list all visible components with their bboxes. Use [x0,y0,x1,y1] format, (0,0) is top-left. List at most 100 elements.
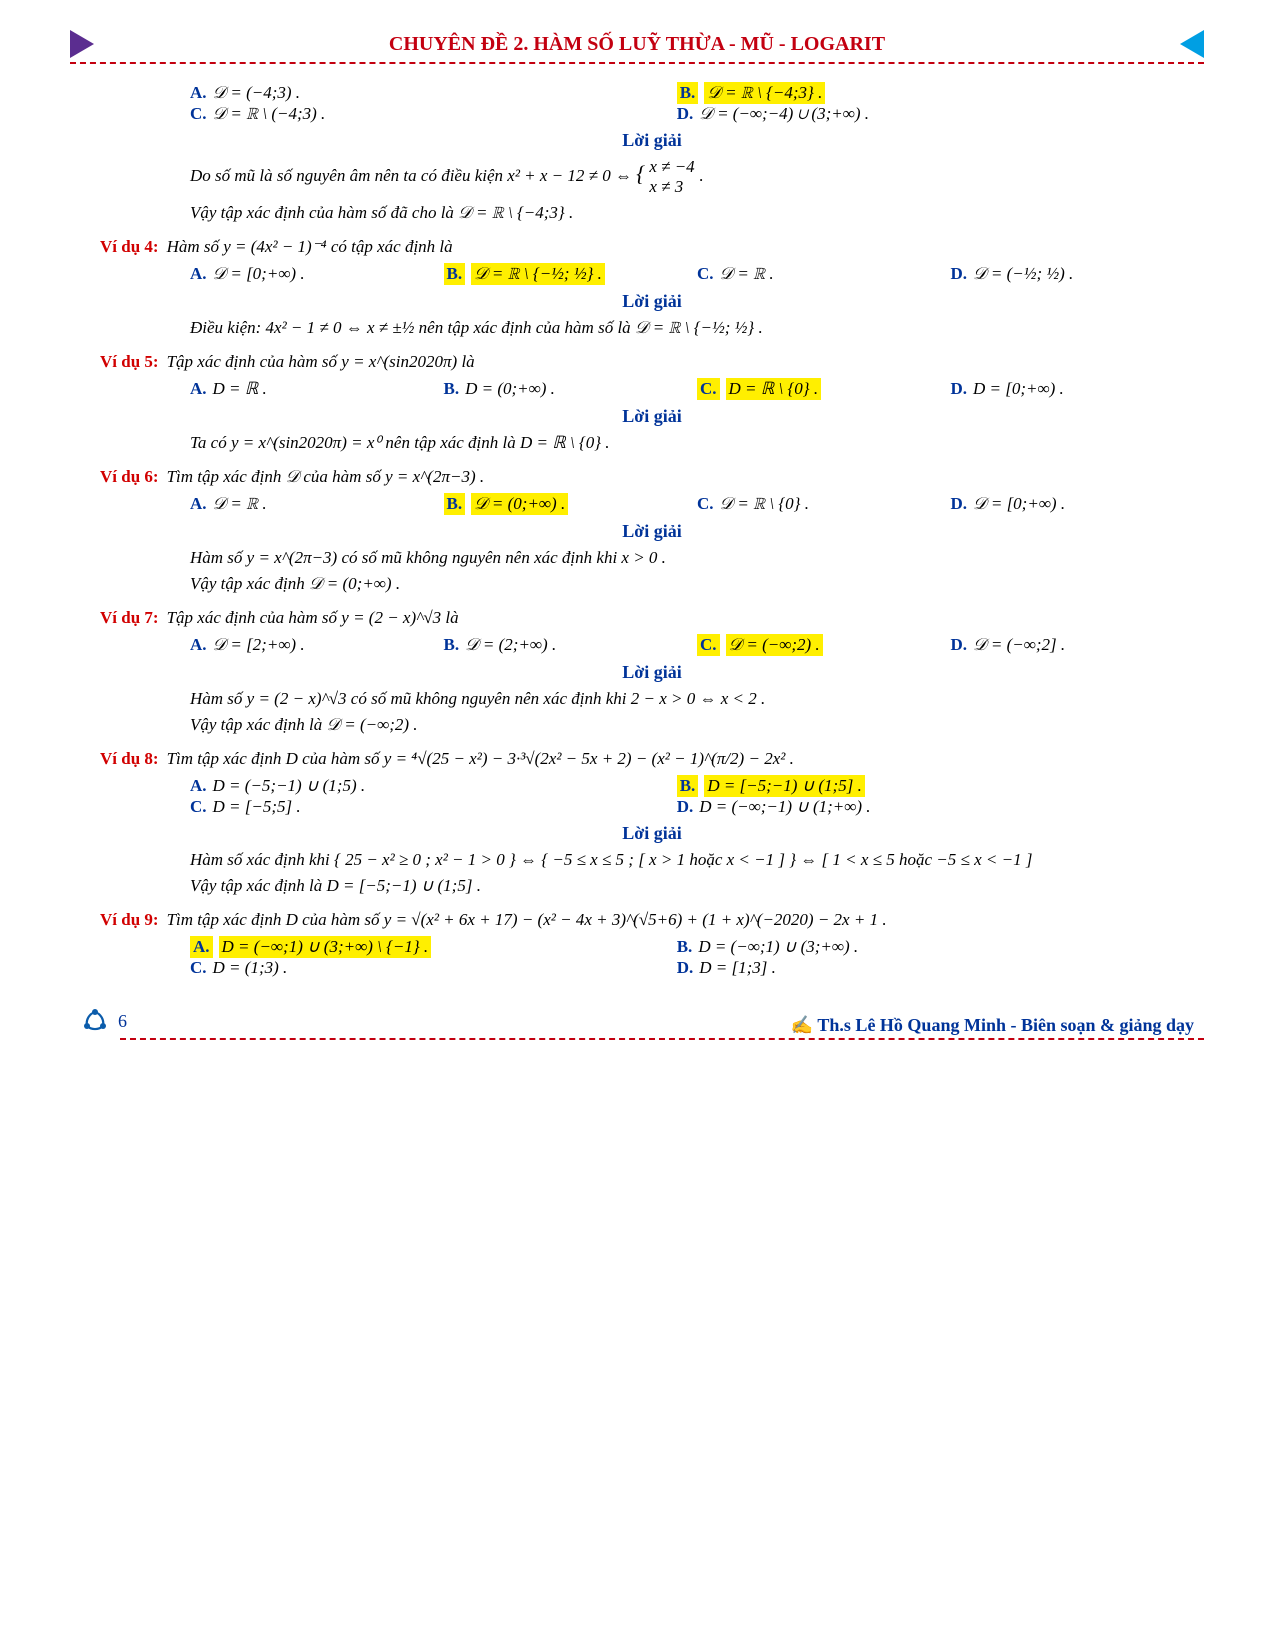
option-text: 𝒟 = (−∞;−4) ∪ (3;+∞) . [699,104,869,124]
solution-text: Do số mũ là số nguyên âm nên ta có điều … [190,166,632,185]
ex9-option-d: D. D = [1;3] . [677,958,1164,978]
ex7-row: Ví dụ 7: Tập xác định của hàm số y = (2 … [100,608,1204,628]
option-text: 𝒟 = ℝ \ {−½; ½} . [471,263,605,285]
example-label: Ví dụ 4: [100,237,159,257]
header-triangle-right-icon [1180,30,1204,58]
ex9-option-b: B. D = (−∞;1) ∪ (3;+∞) . [677,936,1164,958]
option-text: 𝒟 = (−4;3) . [213,83,301,103]
header-divider [70,62,1204,64]
option-label: B. [677,775,699,797]
option-label: D. [677,104,694,124]
option-text: D = (−∞;1) ∪ (3;+∞) \ {−1} . [219,936,432,958]
solution-heading: Lời giải [100,521,1204,542]
ex9-row: Ví dụ 9: Tìm tập xác định D của hàm số y… [100,910,1204,930]
option-text: 𝒟 = ℝ \ (−4;3) . [213,104,326,124]
ex5-option-b: B. D = (0;+∞) . [444,378,698,400]
option-text: D = (−∞;−1) ∪ (1;+∞) . [699,797,870,817]
ex8-option-b: B. D = [−5;−1) ∪ (1;5] . [677,775,1164,797]
ex5-option-d: D. D = [0;+∞) . [951,378,1205,400]
option-label: C. [697,264,714,284]
option-label: A. [190,264,207,284]
option-label: D. [677,958,694,978]
example-label: Ví dụ 5: [100,352,159,372]
option-text: D = [1;3] . [699,958,776,978]
option-text: 𝒟 = ℝ \ {0} . [720,494,809,514]
header-triangle-left-icon [70,30,94,58]
option-text: 𝒟 = [0;+∞) . [973,494,1065,514]
option-label: C. [697,378,720,400]
ex4-option-c: C. 𝒟 = ℝ . [697,263,951,285]
option-label: C. [190,797,207,817]
solution-system: { 25 − x² ≥ 0 ; x² − 1 > 0 } ⇔ { −5 ≤ x … [334,850,1032,869]
ex4-row: Ví dụ 4: Hàm số y = (4x² − 1)⁻⁴ có tập x… [100,237,1204,257]
option-text: 𝒟 = [2;+∞) . [213,635,305,655]
ex8-option-c: C. D = [−5;5] . [190,797,677,817]
solution-brace: { [636,161,645,186]
ring-icon [80,1006,110,1036]
option-label: B. [444,635,460,655]
ex4-options: A. 𝒟 = [0;+∞) . B. 𝒟 = ℝ \ {−½; ½} . C. … [190,263,1204,285]
ex5-solution: Ta có y = x^(sin2020π) = x⁰ nên tập xác … [190,433,1204,453]
option-text: 𝒟 = ℝ \ {−4;3} . [704,82,825,104]
ex6-solution-line2: Vậy tập xác định 𝒟 = (0;+∞) . [190,574,1204,594]
ex4-option-a: A. 𝒟 = [0;+∞) . [190,263,444,285]
option-text: D = [0;+∞) . [973,379,1064,399]
option-label: B. [677,937,693,957]
option-label: B. [677,82,699,104]
content-area: A. 𝒟 = (−4;3) . B. 𝒟 = ℝ \ {−4;3} . C. 𝒟… [70,82,1204,978]
option-text: 𝒟 = (−½; ½) . [973,264,1073,284]
ex6-option-d: D. 𝒟 = [0;+∞) . [951,493,1205,515]
option-text: 𝒟 = ℝ . [720,264,774,284]
ex3-solution-line1: Do số mũ là số nguyên âm nên ta có điều … [190,157,1204,197]
option-label: C. [190,104,207,124]
page-footer: 6 ✍ Th.s Lê Hồ Quang Minh - Biên soạn & … [70,1006,1204,1036]
author-text: ✍ Th.s Lê Hồ Quang Minh - Biên soạn & gi… [791,1015,1194,1036]
option-text: 𝒟 = [0;+∞) . [213,264,305,284]
option-label: B. [444,493,466,515]
page-number: 6 [118,1011,127,1032]
option-text: 𝒟 = (0;+∞) . [471,493,568,515]
ex3-option-b: B. 𝒟 = ℝ \ {−4;3} . [677,82,1164,104]
ex5-option-a: A. D = ℝ . [190,378,444,400]
example-question: Tìm tập xác định 𝒟 của hàm số y = x^(2π−… [167,467,485,487]
ex8-option-a: A. D = (−5;−1) ∪ (1;5) . [190,775,677,797]
option-label: A. [190,83,207,103]
option-text: D = ℝ \ {0} . [726,378,822,400]
solution-heading: Lời giải [100,406,1204,427]
option-label: B. [444,263,466,285]
example-label: Ví dụ 9: [100,910,159,930]
page-number-box: 6 [80,1006,127,1036]
ex8-row: Ví dụ 8: Tìm tập xác định D của hàm số y… [100,749,1204,769]
example-question: Tập xác định của hàm số y = x^(sin2020π)… [167,352,475,372]
ex7-option-b: B. 𝒟 = (2;+∞) . [444,634,698,656]
ex9-options: A. D = (−∞;1) ∪ (3;+∞) \ {−1} . B. D = (… [190,936,1204,978]
option-label: C. [697,494,714,514]
option-label: B. [444,379,460,399]
ex6-options: A. 𝒟 = ℝ . B. 𝒟 = (0;+∞) . C. 𝒟 = ℝ \ {0… [190,493,1204,515]
option-label: A. [190,936,213,958]
ex4-solution: Điều kiện: 4x² − 1 ≠ 0 ⇔ x ≠ ±½ nên tập … [190,318,1204,338]
solution-heading: Lời giải [100,662,1204,683]
option-label: A. [190,635,207,655]
ex7-options: A. 𝒟 = [2;+∞) . B. 𝒟 = (2;+∞) . C. 𝒟 = (… [190,634,1204,656]
option-label: D. [951,635,968,655]
ex9-option-a: A. D = (−∞;1) ∪ (3;+∞) \ {−1} . [190,936,677,958]
option-text: 𝒟 = (−∞;2] . [973,635,1065,655]
ex3-options: A. 𝒟 = (−4;3) . B. 𝒟 = ℝ \ {−4;3} . C. 𝒟… [190,82,1204,124]
ex6-option-a: A. 𝒟 = ℝ . [190,493,444,515]
example-label: Ví dụ 8: [100,749,159,769]
ex3-option-d: D. 𝒟 = (−∞;−4) ∪ (3;+∞) . [677,104,1164,124]
ex8-option-d: D. D = (−∞;−1) ∪ (1;+∞) . [677,797,1164,817]
ex6-solution-line1: Hàm số y = x^(2π−3) có số mũ không nguyê… [190,548,1204,568]
option-label: D. [677,797,694,817]
ex5-option-c: C. D = ℝ \ {0} . [697,378,951,400]
example-label: Ví dụ 7: [100,608,159,628]
option-text: D = (1;3) . [213,958,288,978]
ex5-options: A. D = ℝ . B. D = (0;+∞) . C. D = ℝ \ {0… [190,378,1204,400]
ex8-solution-line2: Vậy tập xác định là D = [−5;−1) ∪ (1;5] … [190,876,1204,896]
option-text: D = (0;+∞) . [465,379,555,399]
ex6-row: Ví dụ 6: Tìm tập xác định 𝒟 của hàm số y… [100,467,1204,487]
option-text: D = (−∞;1) ∪ (3;+∞) . [698,937,858,957]
ex7-option-c: C. 𝒟 = (−∞;2) . [697,634,951,656]
ex6-option-c: C. 𝒟 = ℝ \ {0} . [697,493,951,515]
